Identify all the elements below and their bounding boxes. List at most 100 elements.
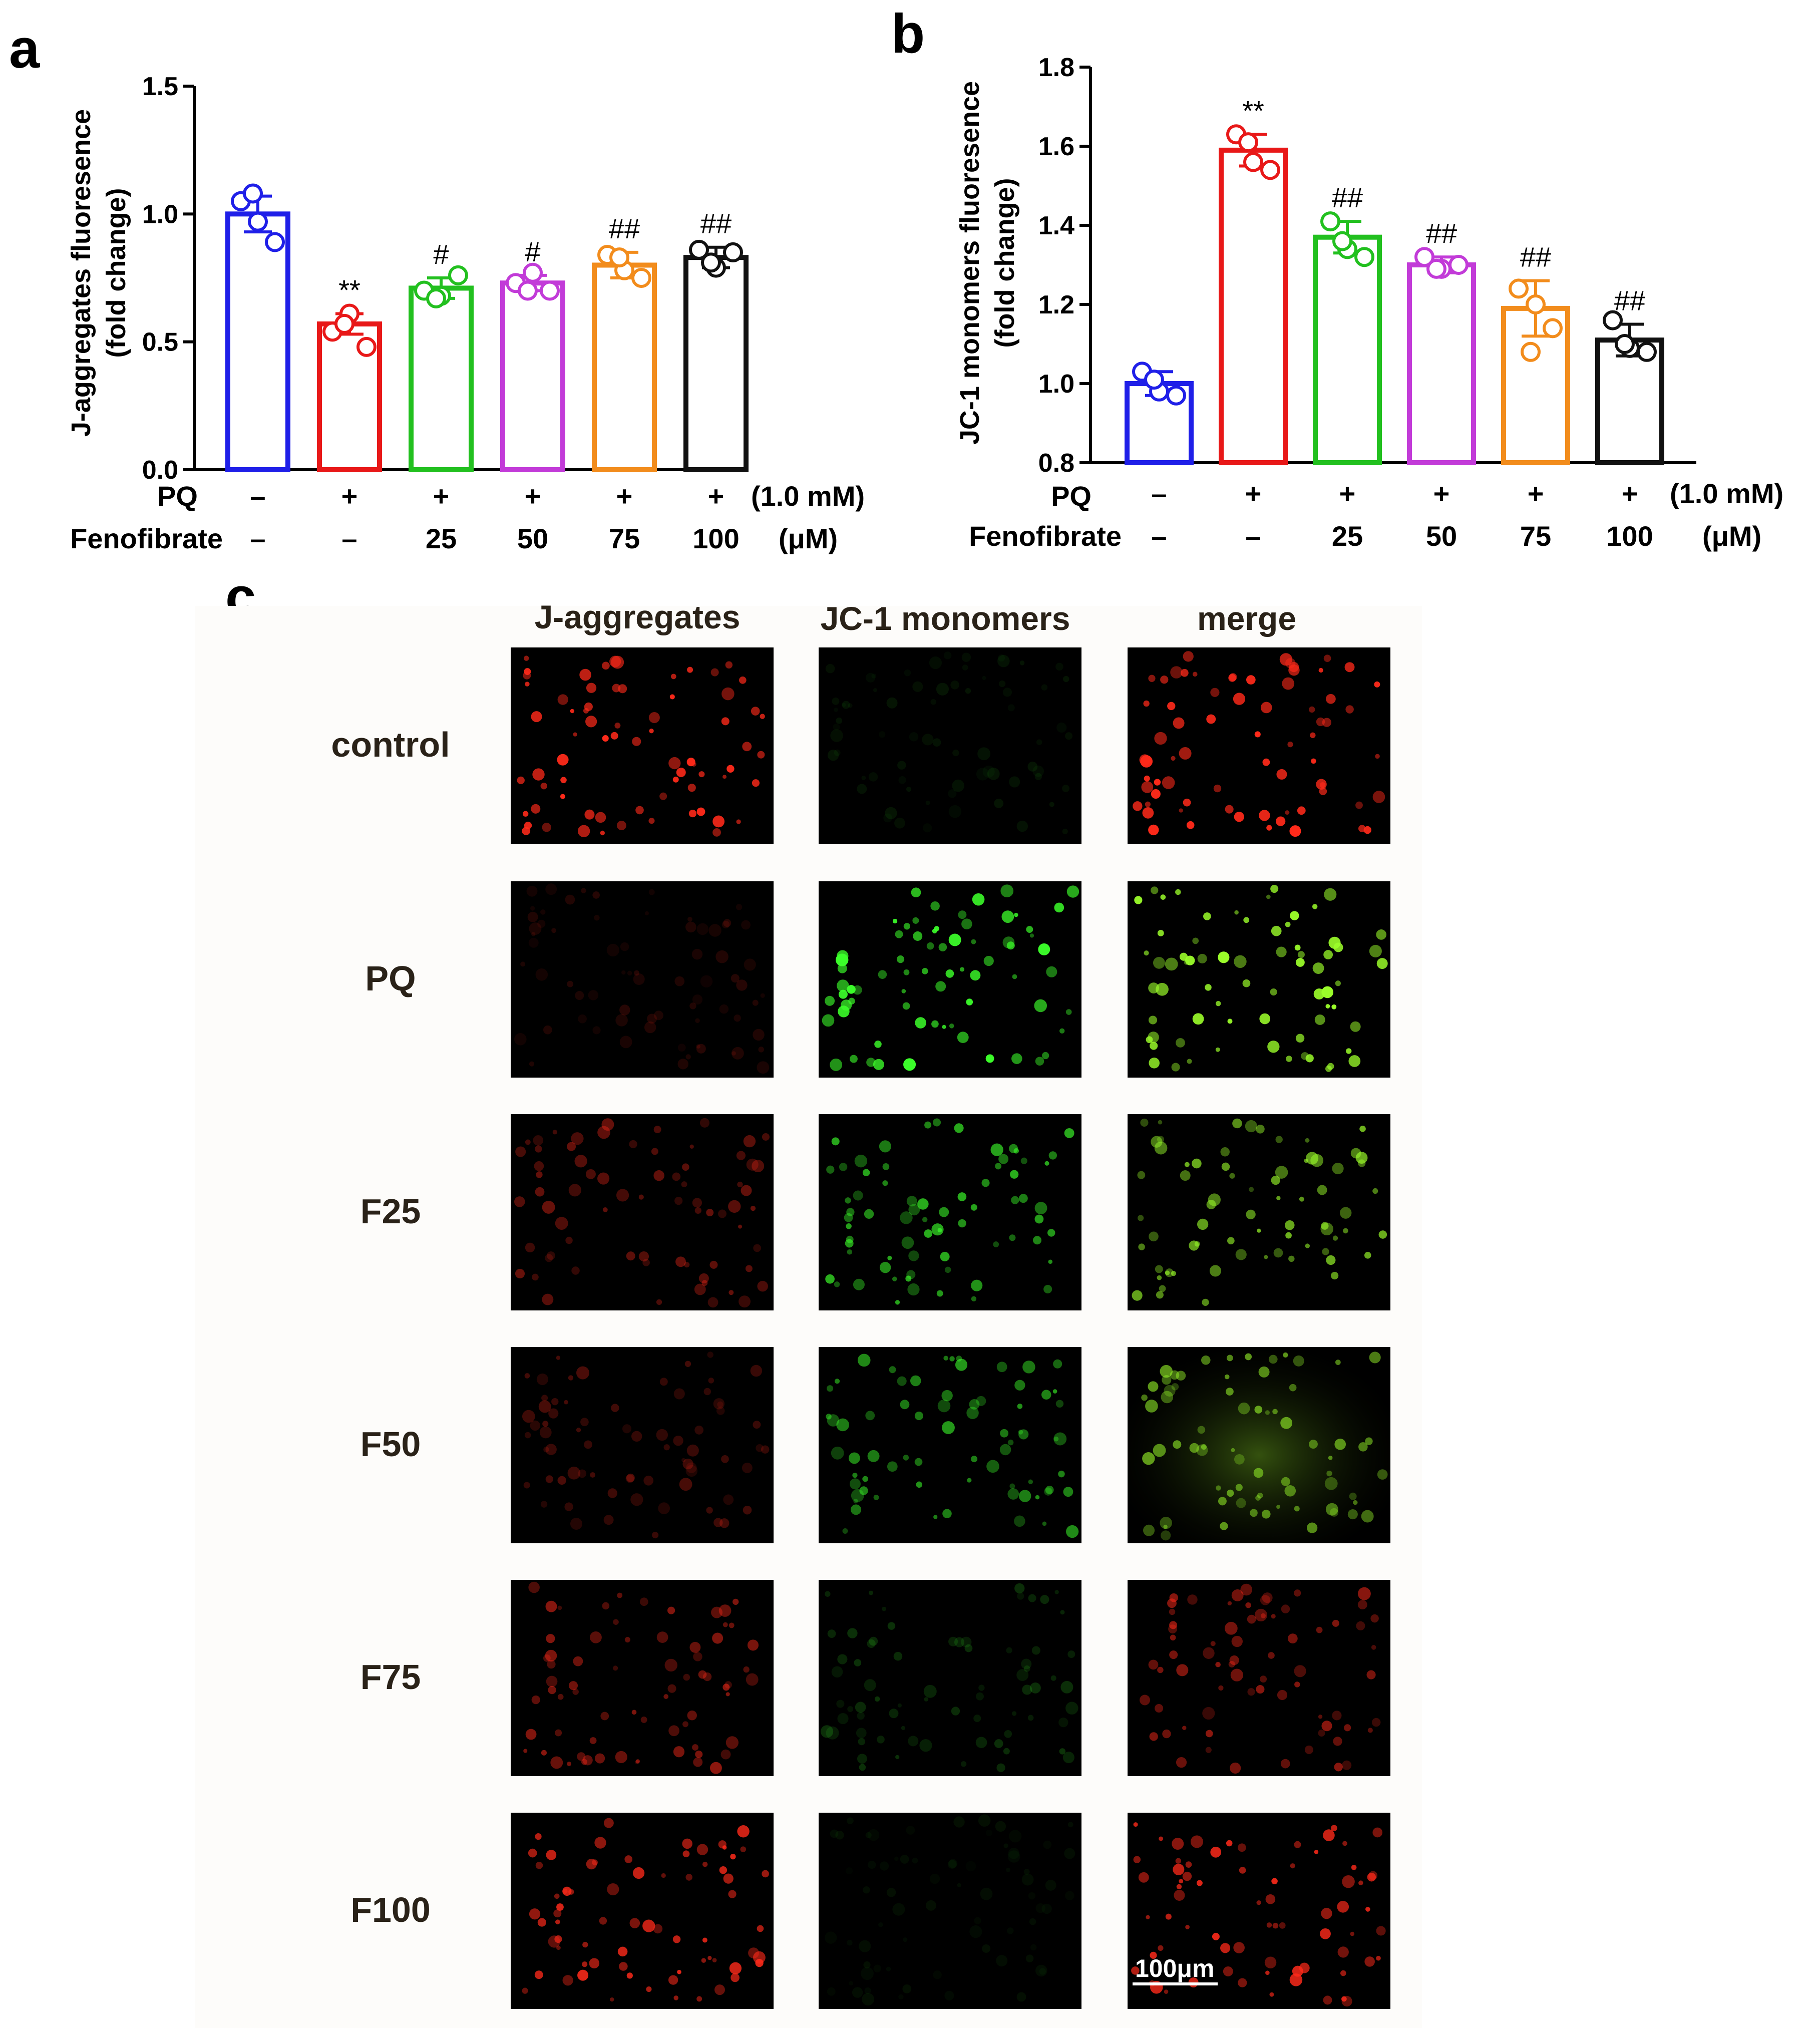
cell [618, 684, 627, 694]
cell [539, 1426, 552, 1439]
micrograph-F100-0 [511, 1813, 774, 2009]
cell [1215, 1661, 1221, 1667]
cell [1014, 1380, 1025, 1391]
data-point [243, 183, 263, 204]
cell [941, 1390, 953, 1402]
cell [1036, 739, 1042, 745]
cell [1151, 789, 1161, 799]
cell [1059, 1028, 1065, 1034]
cell [524, 655, 529, 661]
cell [615, 1751, 627, 1763]
cell [1205, 1747, 1212, 1753]
cell [994, 1739, 1003, 1748]
data-point [1637, 342, 1657, 362]
cell [903, 969, 910, 975]
cell [728, 1200, 741, 1213]
cell [557, 1476, 566, 1485]
cell [737, 1825, 750, 1838]
row-label-F75: F75 [360, 1657, 421, 1697]
cell [942, 1025, 946, 1029]
cell [1264, 1956, 1277, 1968]
cell [1173, 717, 1185, 729]
cell [887, 1255, 892, 1260]
cell [609, 655, 621, 667]
cell [737, 1181, 743, 1188]
cell [999, 1444, 1011, 1456]
cell [1376, 958, 1388, 969]
cell [1371, 1718, 1381, 1727]
cell [531, 711, 542, 723]
fenofibrate-value: 75 [1520, 520, 1551, 552]
cell [924, 1697, 929, 1702]
cell [644, 911, 649, 916]
cell [933, 1970, 941, 1979]
cell [592, 891, 600, 899]
cell [682, 1163, 689, 1171]
cell [910, 1375, 921, 1387]
cell [1281, 1477, 1290, 1486]
cell [1358, 1159, 1366, 1167]
cell [672, 1172, 681, 1181]
cell [1227, 1601, 1232, 1606]
cell [562, 1975, 573, 1986]
cell [903, 1455, 909, 1461]
cell [752, 779, 760, 787]
cell [1363, 826, 1371, 834]
cell [1355, 801, 1363, 809]
cell [1023, 1869, 1030, 1875]
cell [1018, 1430, 1023, 1435]
pq-row-label: PQ [1051, 480, 1091, 512]
cell [1221, 1162, 1230, 1171]
cell [1247, 1688, 1255, 1696]
cell [1062, 785, 1069, 792]
cell [599, 1917, 607, 1925]
cell [1289, 1973, 1303, 1986]
cell [1000, 1429, 1009, 1438]
cell [923, 823, 932, 832]
cell [936, 683, 949, 696]
cell [1260, 1595, 1271, 1605]
cell [761, 1445, 770, 1454]
data-point [1354, 247, 1374, 267]
cell [673, 1995, 678, 2000]
cell [659, 792, 667, 800]
cell [525, 1139, 531, 1145]
cell [757, 1925, 764, 1932]
cell [1243, 917, 1250, 923]
cell [522, 1987, 528, 1994]
pq-row-label: PQ [157, 480, 198, 512]
cell [1247, 1614, 1256, 1624]
cell [827, 1414, 840, 1427]
cell [1308, 1440, 1318, 1449]
cell [846, 1235, 854, 1243]
cell [830, 729, 843, 742]
cell [1228, 674, 1236, 682]
cell [867, 1639, 876, 1648]
cell [1294, 1589, 1301, 1597]
cell [679, 1478, 692, 1491]
cell [693, 1652, 702, 1661]
cell [1305, 1243, 1310, 1248]
cell [747, 1639, 759, 1651]
y-tick-label: 0.8 [1038, 449, 1074, 478]
cell [515, 1146, 526, 1157]
cell [1331, 1825, 1337, 1832]
cell [847, 1249, 853, 1255]
cell [542, 1201, 555, 1214]
cell [901, 1726, 906, 1731]
cell [741, 920, 751, 930]
cell [1143, 1524, 1155, 1536]
cell [1014, 1583, 1025, 1594]
cell [842, 701, 850, 709]
cell [886, 697, 898, 709]
cell [1067, 1650, 1075, 1658]
cell [958, 1219, 966, 1228]
cell [886, 1966, 891, 1972]
cell [741, 1185, 752, 1196]
cell [588, 990, 599, 1000]
cell [892, 1276, 897, 1281]
cell [1337, 1901, 1349, 1913]
cell [649, 729, 654, 734]
bar-F25 [409, 285, 474, 473]
cell [1148, 674, 1156, 682]
